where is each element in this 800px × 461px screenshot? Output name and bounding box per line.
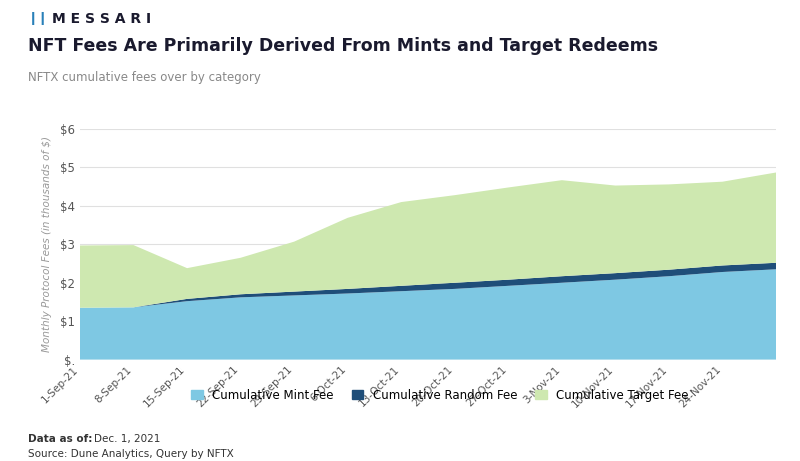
Text: Dec. 1, 2021: Dec. 1, 2021 <box>94 434 161 444</box>
Text: Source: Dune Analytics, Query by NFTX: Source: Dune Analytics, Query by NFTX <box>28 449 234 460</box>
Legend: Cumulative Mint Fee, Cumulative Random Fee, Cumulative Target Fee: Cumulative Mint Fee, Cumulative Random F… <box>186 384 694 407</box>
Text: NFT Fees Are Primarily Derived From Mints and Target Redeems: NFT Fees Are Primarily Derived From Mint… <box>28 37 658 55</box>
Text: M E S S A R I: M E S S A R I <box>52 12 151 25</box>
Text: ❙❙: ❙❙ <box>28 12 49 24</box>
Text: Data as of:: Data as of: <box>28 434 92 444</box>
Text: NFTX cumulative fees over by category: NFTX cumulative fees over by category <box>28 71 261 84</box>
Y-axis label: Monthly Protocol Fees (in thousands of $): Monthly Protocol Fees (in thousands of $… <box>42 136 52 352</box>
